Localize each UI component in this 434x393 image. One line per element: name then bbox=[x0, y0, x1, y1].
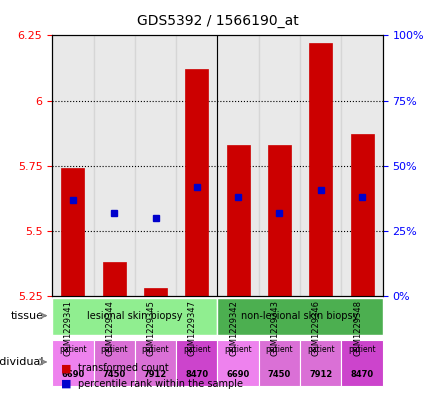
Text: patient: patient bbox=[348, 345, 375, 354]
Text: GSM1229342: GSM1229342 bbox=[229, 300, 238, 356]
FancyBboxPatch shape bbox=[299, 340, 341, 386]
Text: patient: patient bbox=[59, 345, 86, 354]
Text: 6690: 6690 bbox=[61, 370, 84, 379]
Bar bbox=[258, 35, 299, 296]
Text: GSM1229344: GSM1229344 bbox=[105, 300, 114, 356]
Bar bbox=[341, 35, 382, 296]
FancyBboxPatch shape bbox=[52, 340, 93, 386]
Text: GSM1229345: GSM1229345 bbox=[146, 300, 155, 356]
Bar bbox=[52, 35, 93, 296]
Text: tissue: tissue bbox=[11, 310, 44, 321]
FancyBboxPatch shape bbox=[93, 340, 135, 386]
Text: patient: patient bbox=[141, 345, 169, 354]
FancyBboxPatch shape bbox=[135, 340, 176, 386]
Text: GDS5392 / 1566190_at: GDS5392 / 1566190_at bbox=[136, 13, 298, 28]
Bar bbox=[185, 69, 208, 296]
Text: percentile rank within the sample: percentile rank within the sample bbox=[78, 379, 243, 389]
FancyBboxPatch shape bbox=[258, 340, 299, 386]
Bar bbox=[267, 145, 290, 296]
Bar bbox=[102, 262, 125, 296]
Bar bbox=[309, 43, 332, 296]
FancyBboxPatch shape bbox=[176, 340, 217, 386]
Text: GSM1229343: GSM1229343 bbox=[270, 300, 279, 356]
Bar bbox=[176, 35, 217, 296]
Bar bbox=[144, 288, 167, 296]
Text: 7912: 7912 bbox=[309, 370, 332, 379]
Text: 7450: 7450 bbox=[102, 370, 125, 379]
Text: GSM1229347: GSM1229347 bbox=[187, 300, 196, 356]
Bar bbox=[135, 35, 176, 296]
Text: patient: patient bbox=[183, 345, 210, 354]
Text: GSM1229348: GSM1229348 bbox=[352, 300, 362, 356]
Text: GSM1229341: GSM1229341 bbox=[64, 300, 72, 356]
FancyBboxPatch shape bbox=[217, 340, 258, 386]
Text: patient: patient bbox=[265, 345, 293, 354]
Text: 8470: 8470 bbox=[185, 370, 208, 379]
Bar bbox=[350, 134, 373, 296]
Bar bbox=[226, 145, 249, 296]
Text: individual: individual bbox=[0, 357, 44, 367]
Text: 6690: 6690 bbox=[226, 370, 249, 379]
Bar bbox=[217, 35, 258, 296]
FancyBboxPatch shape bbox=[52, 298, 217, 335]
Text: non-lesional skin biopsy: non-lesional skin biopsy bbox=[241, 310, 358, 321]
Bar bbox=[93, 35, 135, 296]
Bar bbox=[61, 168, 84, 296]
Text: patient: patient bbox=[306, 345, 334, 354]
Text: ■: ■ bbox=[61, 379, 71, 389]
Text: patient: patient bbox=[100, 345, 128, 354]
Text: patient: patient bbox=[224, 345, 251, 354]
Text: transformed count: transformed count bbox=[78, 364, 169, 373]
Text: lesional skin biopsy: lesional skin biopsy bbox=[87, 310, 182, 321]
Bar bbox=[299, 35, 341, 296]
Text: ■: ■ bbox=[61, 364, 71, 373]
Text: GSM1229346: GSM1229346 bbox=[311, 300, 320, 356]
FancyBboxPatch shape bbox=[341, 340, 382, 386]
Text: 7912: 7912 bbox=[144, 370, 167, 379]
Text: 7450: 7450 bbox=[267, 370, 290, 379]
Text: 8470: 8470 bbox=[350, 370, 373, 379]
FancyBboxPatch shape bbox=[217, 298, 382, 335]
